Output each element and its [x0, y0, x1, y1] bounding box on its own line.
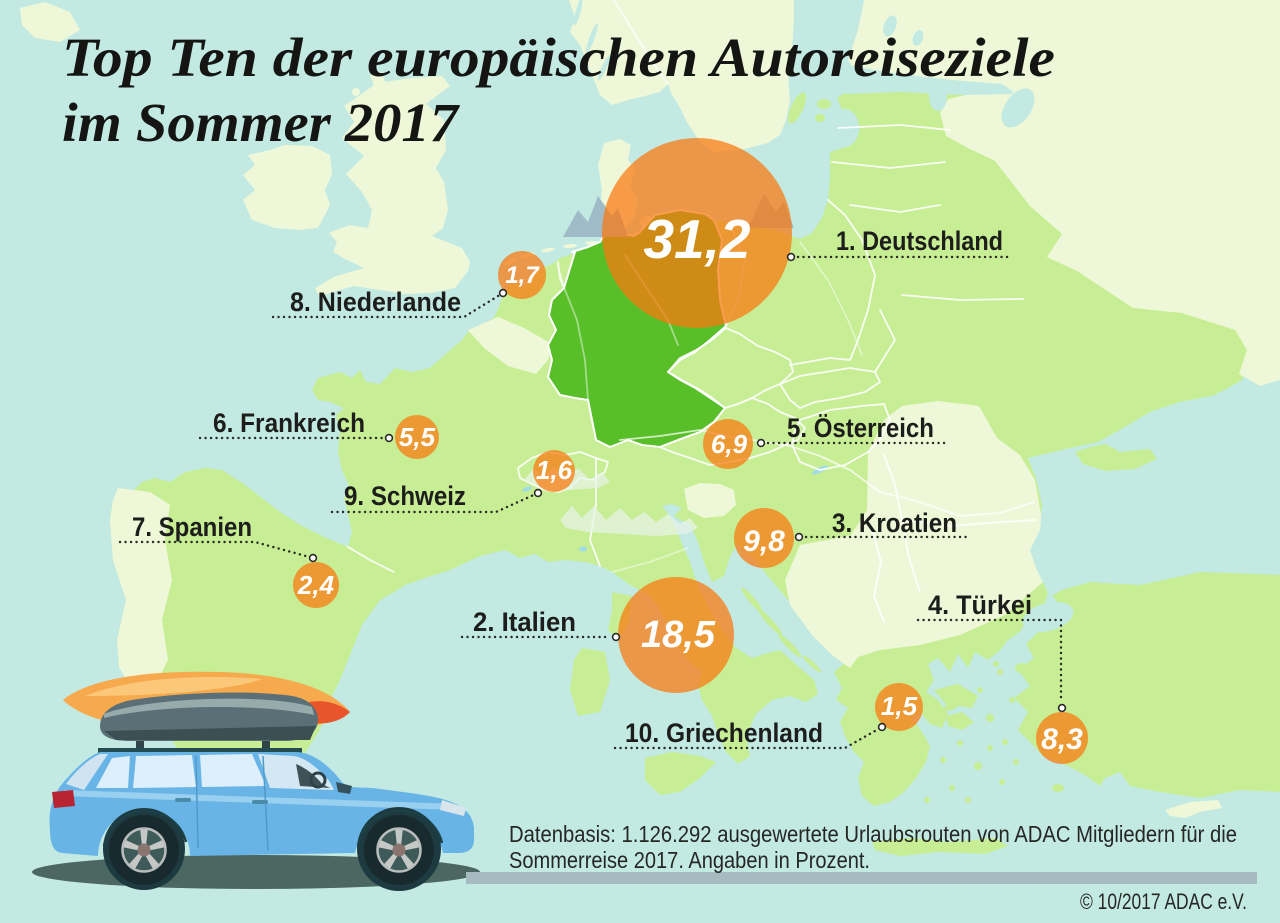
svg-text:6,9: 6,9 — [711, 429, 748, 459]
svg-text:18,5: 18,5 — [641, 614, 716, 656]
svg-text:10. Griechenland: 10. Griechenland — [625, 718, 823, 748]
svg-text:3. Kroatien: 3. Kroatien — [832, 508, 957, 538]
svg-text:9,8: 9,8 — [743, 525, 785, 558]
svg-text:6. Frankreich: 6. Frankreich — [213, 408, 365, 438]
svg-text:1. Deutschland: 1. Deutschland — [836, 226, 1003, 256]
svg-text:1,7: 1,7 — [505, 262, 540, 289]
svg-text:1,6: 1,6 — [536, 455, 573, 485]
svg-text:9. Schweiz: 9. Schweiz — [344, 481, 466, 511]
svg-text:5,5: 5,5 — [399, 422, 436, 452]
svg-text:4. Türkei: 4. Türkei — [928, 590, 1032, 620]
svg-text:Sommerreise 2017. Angaben in P: Sommerreise 2017. Angaben in Prozent. — [509, 847, 870, 873]
svg-text:8. Niederlande: 8. Niederlande — [290, 287, 461, 317]
svg-text:im Sommer 2017: im Sommer 2017 — [62, 92, 461, 153]
svg-text:31,2: 31,2 — [643, 208, 750, 270]
svg-text:2. Italien: 2. Italien — [473, 607, 576, 637]
svg-text:1,5: 1,5 — [881, 691, 918, 721]
svg-text:2,4: 2,4 — [297, 570, 335, 600]
svg-text:8,3: 8,3 — [1041, 723, 1083, 756]
svg-text:Top Ten der europäischen Autor: Top Ten der europäischen Autoreiseziele — [62, 27, 1055, 88]
svg-text:© 10/2017 ADAC e.V.: © 10/2017 ADAC e.V. — [1080, 889, 1247, 914]
svg-text:Datenbasis: 1.126.292 ausgewer: Datenbasis: 1.126.292 ausgewertete Urlau… — [509, 821, 1237, 847]
svg-text:7. Spanien: 7. Spanien — [132, 512, 252, 542]
svg-text:5. Österreich: 5. Österreich — [787, 413, 934, 443]
